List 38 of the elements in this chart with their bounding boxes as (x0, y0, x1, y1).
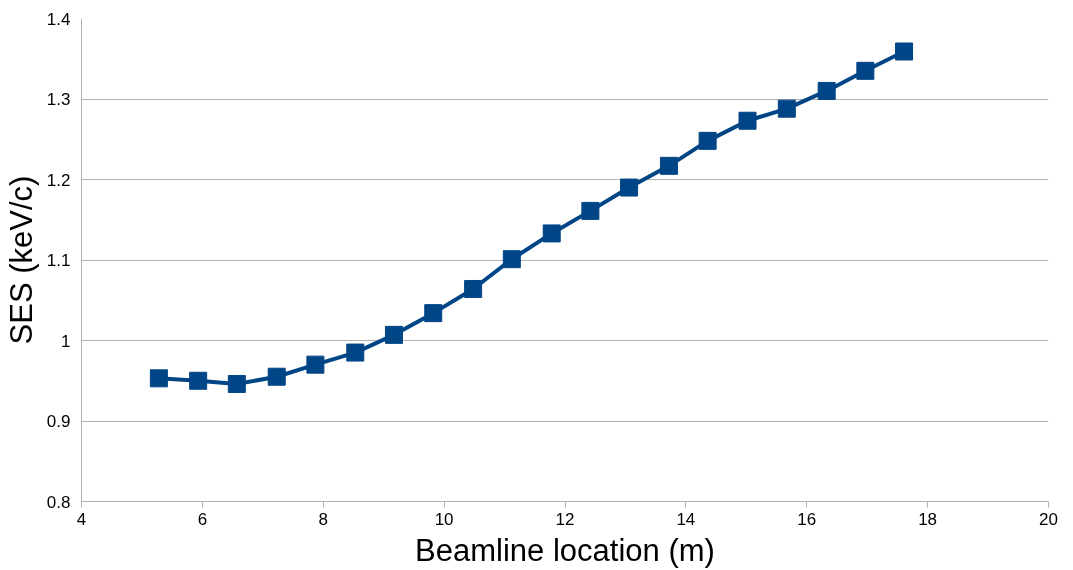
point (698, 131, 717, 150)
point (149, 369, 168, 388)
y-tick-label: 0.8 (46, 492, 71, 512)
point (189, 371, 208, 390)
point (856, 61, 875, 80)
x-tick-label: 10 (434, 509, 454, 529)
point (424, 304, 443, 323)
point (895, 42, 914, 61)
y-tick-label: 0.9 (46, 412, 71, 431)
point (738, 111, 757, 130)
point (267, 367, 286, 386)
point (227, 374, 246, 393)
point (817, 81, 836, 100)
point (581, 201, 600, 220)
point (384, 325, 403, 344)
point (306, 355, 325, 374)
x-tick-label: 16 (797, 509, 817, 529)
x-tick-label: 14 (676, 509, 696, 529)
x-tick-label: 18 (918, 509, 938, 529)
x-tick-label: 8 (318, 509, 328, 529)
y-tick-label: 1 (61, 331, 71, 351)
point (777, 99, 796, 118)
point (502, 250, 521, 269)
point (542, 224, 561, 243)
y-axis-title: SES (keV/c) (3, 175, 39, 345)
y-tick-label: 1.2 (46, 170, 71, 190)
y-tick-label: 1.4 (46, 9, 71, 29)
x-tick-label: 12 (555, 509, 575, 529)
x-axis-title: Beamline location (m) (415, 532, 715, 568)
point (620, 178, 639, 197)
y-tick-label: 1.1 (46, 251, 71, 270)
point (346, 343, 365, 362)
y-tick-label: 1.3 (46, 90, 71, 109)
x-tick-label: 20 (1039, 509, 1058, 529)
x-tick-label: 4 (76, 509, 87, 529)
point (659, 156, 678, 175)
x-tick-label: 6 (197, 509, 208, 529)
point (464, 279, 483, 298)
